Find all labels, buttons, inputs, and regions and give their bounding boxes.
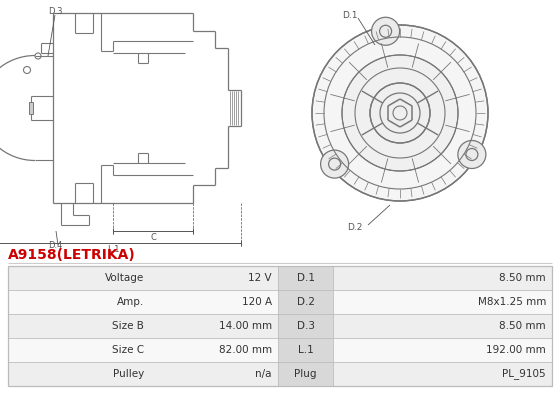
Bar — [278, 314, 333, 338]
Circle shape — [342, 55, 458, 171]
Bar — [278, 362, 333, 386]
Circle shape — [320, 150, 348, 178]
Text: D.2: D.2 — [347, 224, 363, 233]
Text: PL_9105: PL_9105 — [502, 369, 546, 380]
Text: 8.50 mm: 8.50 mm — [500, 273, 546, 283]
Text: 8.50 mm: 8.50 mm — [500, 321, 546, 331]
Bar — [278, 266, 333, 290]
Circle shape — [370, 83, 430, 143]
Text: D.4: D.4 — [48, 242, 62, 250]
Text: 120 A: 120 A — [242, 297, 272, 307]
Bar — [333, 338, 552, 362]
Bar — [8, 266, 278, 290]
Bar — [8, 290, 278, 314]
Text: Voltage: Voltage — [105, 273, 144, 283]
Text: n/a: n/a — [255, 369, 272, 379]
Bar — [333, 290, 552, 314]
Text: Pulley: Pulley — [113, 369, 144, 379]
Text: D.1: D.1 — [296, 273, 315, 283]
Text: Plug: Plug — [294, 369, 317, 379]
Text: D.2: D.2 — [296, 297, 315, 307]
Text: M8x1.25 mm: M8x1.25 mm — [478, 297, 546, 307]
Circle shape — [372, 17, 400, 45]
Bar — [333, 266, 552, 290]
Circle shape — [458, 141, 486, 169]
Bar — [8, 266, 552, 386]
Bar — [278, 338, 333, 362]
Text: 14.00 mm: 14.00 mm — [219, 321, 272, 331]
Text: 12 V: 12 V — [249, 273, 272, 283]
Text: L.1: L.1 — [297, 345, 314, 355]
Text: D.3: D.3 — [296, 321, 315, 331]
Text: A9158(LETRIKA): A9158(LETRIKA) — [8, 248, 136, 262]
Bar — [333, 314, 552, 338]
Text: Size B: Size B — [112, 321, 144, 331]
Text: D.3: D.3 — [48, 7, 62, 17]
Text: D.1: D.1 — [342, 11, 358, 20]
Bar — [8, 338, 278, 362]
Bar — [278, 290, 333, 314]
Text: C: C — [150, 233, 156, 242]
Text: Size C: Size C — [112, 345, 144, 355]
Text: 192.00 mm: 192.00 mm — [486, 345, 546, 355]
Bar — [8, 362, 278, 386]
Text: Amp.: Amp. — [116, 297, 144, 307]
Text: 82.00 mm: 82.00 mm — [219, 345, 272, 355]
Bar — [8, 314, 278, 338]
Bar — [333, 362, 552, 386]
Circle shape — [312, 25, 488, 201]
Text: L.1: L.1 — [107, 246, 119, 255]
Bar — [29, 102, 33, 114]
